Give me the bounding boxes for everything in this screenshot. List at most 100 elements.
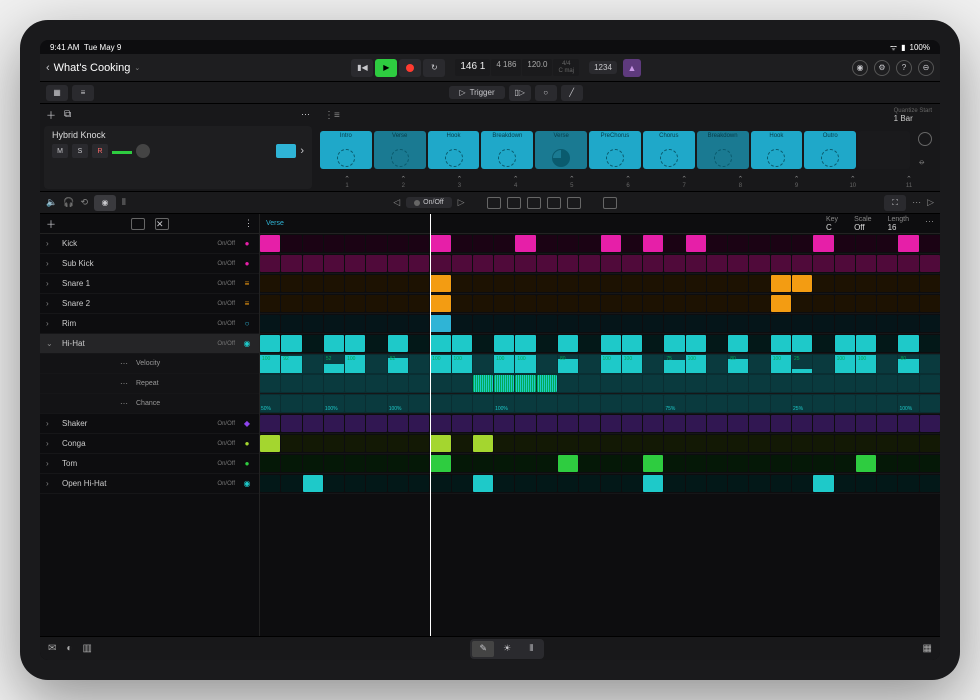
step-cell[interactable]	[622, 415, 642, 432]
chance-cell[interactable]	[877, 395, 897, 412]
scene-cell[interactable]: Breakdown	[697, 131, 749, 169]
chance-cell[interactable]	[771, 395, 791, 412]
step-cell[interactable]	[686, 335, 706, 352]
sub-row[interactable]: ⋯Velocity	[40, 354, 259, 374]
fx-icon[interactable]: ⫴	[122, 197, 126, 208]
step-cell[interactable]	[749, 235, 769, 252]
repeat-cell[interactable]	[601, 375, 621, 392]
step-cell[interactable]	[409, 295, 429, 312]
onoff-mode-button[interactable]: On/Off	[406, 197, 452, 208]
step-cell[interactable]	[707, 235, 727, 252]
duplicate-button[interactable]: ⧉	[64, 109, 71, 120]
step-cell[interactable]	[324, 435, 344, 452]
repeat-cell[interactable]	[366, 375, 386, 392]
chance-cell[interactable]	[452, 395, 472, 412]
step-cell[interactable]	[409, 335, 429, 352]
step-cell[interactable]	[856, 455, 876, 472]
step-cell[interactable]	[686, 435, 706, 452]
step-cell[interactable]	[813, 315, 833, 332]
step-cell[interactable]	[281, 335, 301, 352]
close-button[interactable]: ▷	[927, 197, 934, 208]
step-cell[interactable]	[537, 235, 557, 252]
step-cell[interactable]	[324, 335, 344, 352]
drum-row[interactable]: › Open Hi-Hat On/Off ◉	[40, 474, 259, 494]
repeat-cell[interactable]	[473, 375, 493, 392]
step-cell[interactable]	[771, 435, 791, 452]
chance-cell[interactable]	[537, 395, 557, 412]
step-cell[interactable]	[579, 315, 599, 332]
repeat-cell[interactable]	[579, 375, 599, 392]
step-cell[interactable]	[366, 335, 386, 352]
step-cell[interactable]	[749, 315, 769, 332]
step-cell[interactable]	[877, 275, 897, 292]
step-cell[interactable]	[473, 255, 493, 272]
step-cell[interactable]	[792, 455, 812, 472]
step-cell[interactable]	[792, 295, 812, 312]
drum-row[interactable]: › Tom On/Off ●	[40, 454, 259, 474]
step-cell[interactable]	[494, 295, 514, 312]
step-cell[interactable]	[643, 275, 663, 292]
step-cell[interactable]	[409, 475, 429, 492]
step-cell[interactable]	[303, 455, 323, 472]
step-cell[interactable]	[707, 255, 727, 272]
step-cell[interactable]	[260, 415, 280, 432]
keyboard-icon[interactable]: ▦	[923, 643, 932, 654]
step-cell[interactable]	[515, 435, 535, 452]
drum-row[interactable]: › Snare 2 On/Off ≡	[40, 294, 259, 314]
panel-icon[interactable]: ▥	[82, 643, 91, 654]
repeat-cell[interactable]	[622, 375, 642, 392]
step-cell[interactable]	[558, 435, 578, 452]
step-cell[interactable]	[877, 415, 897, 432]
step-cell[interactable]	[452, 275, 472, 292]
step-cell[interactable]	[835, 435, 855, 452]
repeat-cell[interactable]	[409, 375, 429, 392]
chance-cell[interactable]	[366, 395, 386, 412]
step-cell[interactable]	[260, 295, 280, 312]
scene-cell[interactable]: PreChorus	[589, 131, 641, 169]
step-cell[interactable]	[771, 315, 791, 332]
step-cell[interactable]	[473, 275, 493, 292]
record-button[interactable]	[399, 59, 421, 77]
velocity-cell[interactable]: 80	[898, 355, 918, 373]
step-cell[interactable]	[856, 435, 876, 452]
chance-cell[interactable]	[920, 395, 940, 412]
step-cell[interactable]	[686, 295, 706, 312]
step-cell[interactable]	[835, 475, 855, 492]
step-cell[interactable]	[898, 235, 918, 252]
step-cell[interactable]	[643, 255, 663, 272]
instrument-icon[interactable]	[276, 144, 296, 158]
step-cell[interactable]	[792, 415, 812, 432]
step-cell[interactable]	[707, 295, 727, 312]
step-cell[interactable]	[707, 475, 727, 492]
expand-icon[interactable]: ›	[46, 479, 56, 488]
step-cell[interactable]	[920, 335, 940, 352]
step-cell[interactable]	[345, 295, 365, 312]
step-cell[interactable]	[771, 415, 791, 432]
step-cell[interactable]	[664, 295, 684, 312]
step-cell[interactable]	[643, 335, 663, 352]
view-2-button[interactable]	[507, 197, 521, 209]
step-cell[interactable]	[558, 275, 578, 292]
expand-icon[interactable]: ›	[46, 419, 56, 428]
sub-row[interactable]: ⋯Repeat	[40, 374, 259, 394]
step-cell[interactable]	[324, 415, 344, 432]
step-cell[interactable]	[728, 255, 748, 272]
velocity-cell[interactable]: 75	[664, 355, 684, 373]
step-cell[interactable]	[686, 235, 706, 252]
step-cell[interactable]	[749, 475, 769, 492]
chance-cell[interactable]: 100%	[324, 395, 344, 412]
step-cell[interactable]	[835, 315, 855, 332]
step-cell[interactable]	[728, 475, 748, 492]
step-cell[interactable]	[515, 275, 535, 292]
step-cell[interactable]	[388, 275, 408, 292]
scene-cell[interactable]: Outro	[804, 131, 856, 169]
expand-icon[interactable]: ⌄	[46, 339, 56, 348]
chance-cell[interactable]	[281, 395, 301, 412]
settings-icon[interactable]: ⚙	[874, 60, 890, 76]
scene-trigger-button[interactable]: ⌃	[601, 175, 655, 183]
step-cell[interactable]	[643, 315, 663, 332]
mixer-button[interactable]: ⫴	[520, 641, 542, 657]
chance-cell[interactable]	[643, 395, 663, 412]
step-cell[interactable]	[643, 475, 663, 492]
velocity-cell[interactable]: 52	[324, 355, 344, 373]
